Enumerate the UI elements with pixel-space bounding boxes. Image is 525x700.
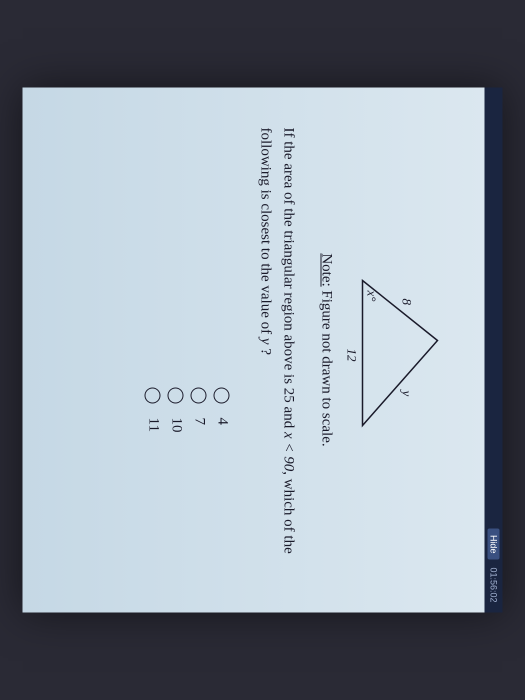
answer-options: 4 7 10 11: [145, 388, 231, 573]
question-prompt: If the area of the triangular region abo…: [255, 128, 300, 573]
radio-icon: [191, 388, 207, 404]
radio-icon: [145, 388, 161, 404]
question-math: x < 90: [281, 432, 297, 471]
option-a[interactable]: 4: [214, 388, 231, 573]
option-label: 10: [168, 418, 185, 433]
question-part1: If the area of the triangular region abo…: [281, 128, 297, 432]
side-left-label: 8: [400, 298, 415, 305]
note-text: Figure not drawn to scale.: [319, 287, 335, 447]
test-header-bar: Hide 01:56:02: [485, 88, 503, 613]
timer-display: 01:56:02: [489, 567, 499, 602]
hide-timer-button[interactable]: Hide: [488, 529, 500, 560]
figure-note: Note: Figure not drawn to scale.: [318, 128, 335, 573]
question-content: 8 12 y x° Note: Figure not drawn to scal…: [145, 128, 473, 573]
triangle-svg: 8 12 y x°: [343, 250, 453, 450]
option-label: 7: [191, 418, 208, 426]
note-prefix: Note:: [319, 253, 335, 286]
side-right-label: y: [400, 388, 415, 396]
side-base-label: 12: [345, 348, 360, 362]
triangle-figure: 8 12 y x°: [343, 128, 453, 573]
option-label: 4: [214, 418, 231, 426]
question-page: Hide 01:56:02 8 12 y x° Note: Figure not…: [23, 88, 503, 613]
question-part3: ?: [258, 345, 274, 355]
option-label: 11: [145, 418, 162, 432]
option-d[interactable]: 11: [145, 388, 162, 573]
option-c[interactable]: 10: [168, 388, 185, 573]
radio-icon: [168, 388, 184, 404]
option-b[interactable]: 7: [191, 388, 208, 573]
radio-icon: [214, 388, 230, 404]
angle-label: x°: [365, 289, 380, 301]
